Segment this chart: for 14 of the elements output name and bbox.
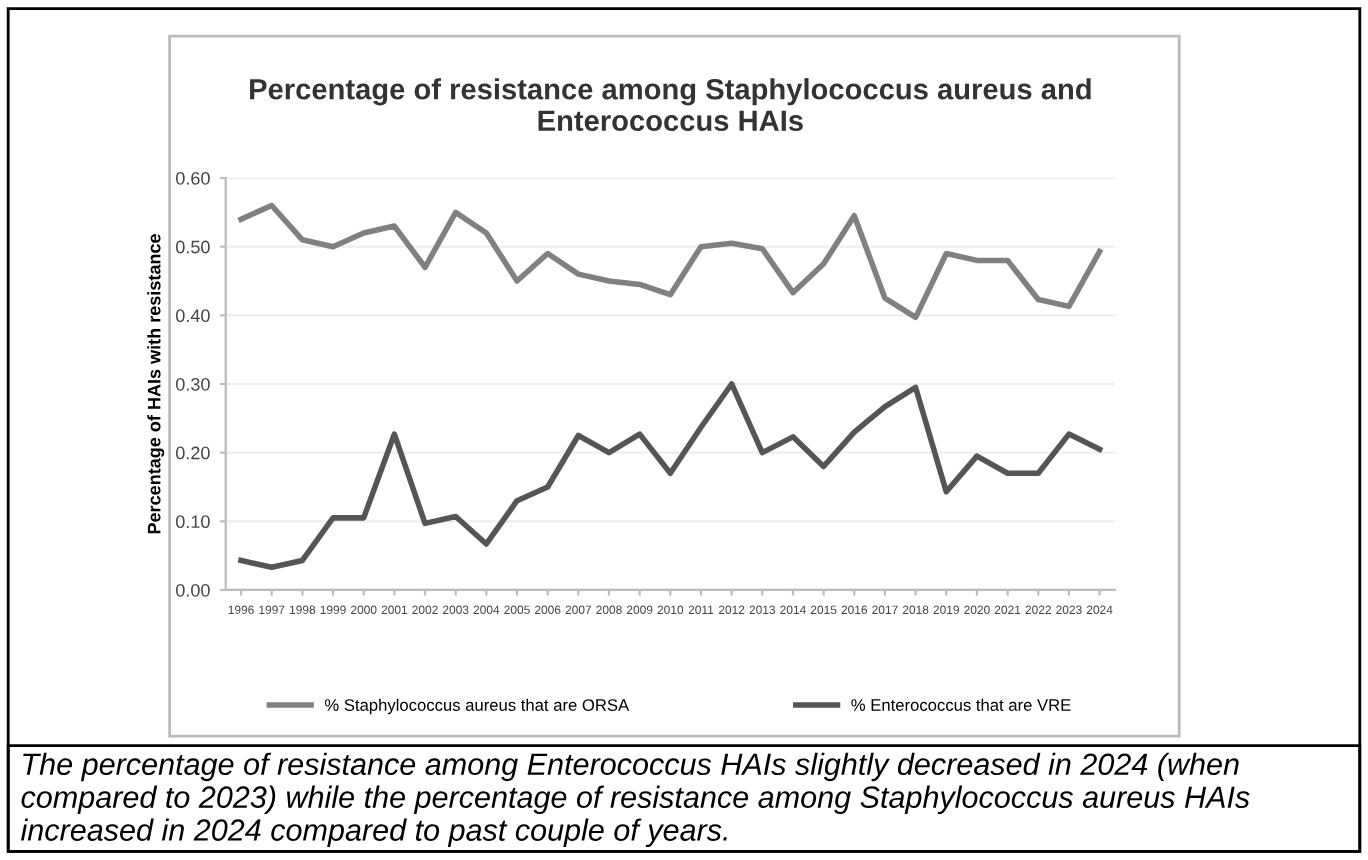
y-tick-label: 0.50 — [176, 240, 210, 254]
y-tick-label: 0.20 — [176, 446, 210, 460]
y-axis-title: Percentage of HAIs with resistance — [147, 234, 165, 534]
y-tick-label: 0.40 — [176, 309, 210, 323]
legend-label: % Staphylococcus aureus that are ORSA — [324, 698, 630, 715]
y-tick-label: 0.00 — [176, 583, 210, 597]
text: The percentage of resistance among Enterococcus HAIs slightly decreased in 2024 (when compared to 2023) while the percentage of resistance among Staphylococcus aureus HAIs increased in 2024 compared to past couple of years. — [21, 752, 1250, 847]
chart-title: Percentage of resistance among Staphylococcus aureus and Enterococcus HAIs — [250, 78, 1091, 132]
line-series — [238, 202, 1103, 321]
legend-label: % Enterococcus that are VRE — [851, 698, 1071, 711]
y-tick-label: 0.60 — [176, 171, 210, 185]
y-tick-label: 0.10 — [176, 515, 210, 529]
line-series — [238, 381, 1103, 571]
y-tick-label: 0.30 — [176, 377, 210, 391]
